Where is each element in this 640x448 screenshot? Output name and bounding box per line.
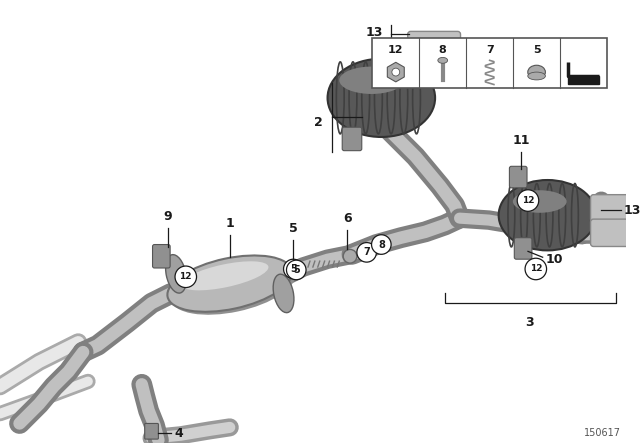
Circle shape [357, 242, 376, 262]
FancyBboxPatch shape [152, 245, 170, 268]
Ellipse shape [528, 65, 545, 79]
Ellipse shape [166, 254, 186, 293]
FancyBboxPatch shape [145, 423, 158, 439]
Text: 12: 12 [180, 272, 192, 281]
Text: 13: 13 [624, 204, 640, 217]
Text: 7: 7 [364, 247, 370, 257]
FancyBboxPatch shape [408, 31, 461, 63]
Text: 1: 1 [225, 217, 234, 230]
Ellipse shape [339, 67, 404, 94]
Text: 5: 5 [293, 265, 300, 275]
Text: 2: 2 [314, 116, 323, 129]
FancyBboxPatch shape [591, 219, 636, 246]
Circle shape [525, 258, 547, 280]
Ellipse shape [328, 59, 435, 137]
Text: 150617: 150617 [584, 428, 621, 438]
FancyBboxPatch shape [509, 166, 527, 188]
Ellipse shape [528, 72, 545, 80]
FancyBboxPatch shape [428, 49, 480, 80]
Text: 12: 12 [388, 45, 404, 56]
Text: 6: 6 [343, 212, 351, 225]
Ellipse shape [499, 180, 596, 250]
FancyBboxPatch shape [591, 195, 636, 222]
Circle shape [284, 259, 303, 279]
Ellipse shape [170, 258, 295, 315]
Text: 11: 11 [513, 134, 530, 147]
Text: 5: 5 [532, 45, 540, 56]
FancyBboxPatch shape [372, 38, 607, 88]
Ellipse shape [438, 57, 447, 63]
Polygon shape [568, 76, 599, 84]
Ellipse shape [181, 261, 268, 290]
Text: 8: 8 [378, 240, 385, 250]
Text: 12: 12 [529, 264, 542, 273]
Circle shape [343, 250, 357, 263]
Circle shape [289, 264, 298, 274]
FancyBboxPatch shape [515, 238, 532, 259]
Text: 9: 9 [164, 210, 173, 223]
Circle shape [392, 68, 400, 76]
Circle shape [372, 235, 391, 254]
Ellipse shape [513, 190, 566, 213]
Ellipse shape [168, 255, 292, 312]
FancyBboxPatch shape [342, 127, 362, 151]
Circle shape [175, 266, 196, 288]
Text: 12: 12 [522, 196, 534, 205]
Circle shape [287, 260, 306, 280]
Text: 5: 5 [289, 222, 298, 235]
Text: 13: 13 [366, 26, 383, 39]
Circle shape [517, 190, 539, 211]
Text: 8: 8 [439, 45, 447, 56]
Text: 10: 10 [545, 253, 563, 266]
Text: 4: 4 [174, 427, 183, 440]
Text: 5: 5 [290, 264, 297, 274]
Text: 3: 3 [525, 316, 534, 329]
Ellipse shape [273, 274, 294, 313]
Text: 7: 7 [486, 45, 493, 56]
